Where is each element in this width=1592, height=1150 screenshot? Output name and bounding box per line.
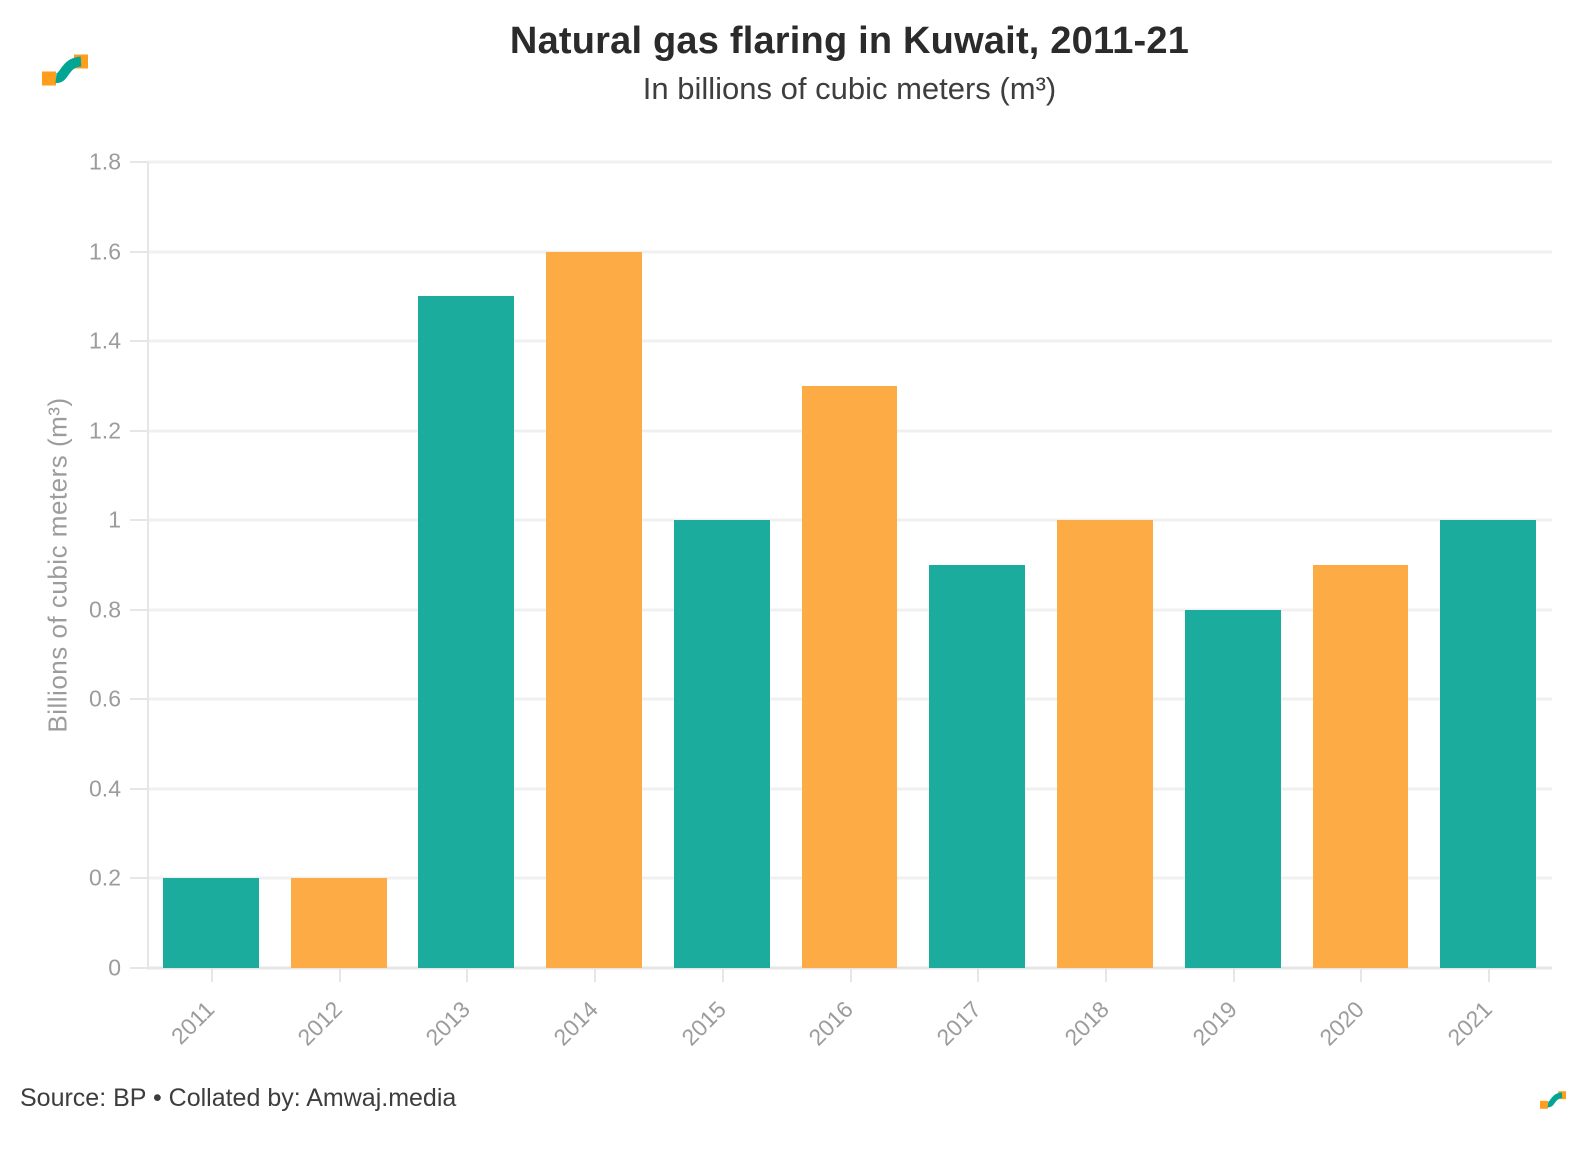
logo-square-left	[42, 71, 56, 86]
bar-2014	[546, 251, 642, 968]
logo-square-left	[1540, 1100, 1548, 1109]
bar-slot-2019: 2019	[1169, 162, 1297, 1051]
bar-slot-2020: 2020	[1297, 162, 1425, 1051]
x-tick-2020	[1360, 968, 1363, 982]
gridline-1.4	[147, 339, 1552, 343]
bar-slot-2021: 2021	[1424, 162, 1552, 1051]
x-tick-label-2020: 2020	[1314, 995, 1370, 1051]
x-tick-label-2011: 2011	[166, 995, 220, 1050]
y-tick-1.2	[130, 429, 147, 432]
x-tick-label-2015: 2015	[676, 995, 731, 1051]
chart-subtitle: In billions of cubic meters (m³)	[642, 71, 1057, 106]
bar-slot-2016: 2016	[786, 162, 914, 1051]
chart-title: Natural gas flaring in Kuwait, 2011-21	[509, 20, 1190, 62]
x-tick-2014	[594, 968, 597, 982]
bar-2017	[929, 565, 1026, 968]
y-tick-1.4	[130, 340, 147, 343]
y-axis-title: Billions of cubic meters (m³)	[42, 397, 73, 733]
amwaj-media-logo-icon-small	[1540, 1091, 1566, 1109]
y-tick-label-0: 0	[108, 954, 121, 981]
x-tick-2015	[721, 968, 724, 982]
bar-2018	[1057, 520, 1153, 968]
bar-2011	[162, 878, 259, 968]
x-tick-label-2018: 2018	[1059, 995, 1114, 1051]
x-tick-label-2016: 2016	[803, 995, 859, 1051]
y-tick-label-0.4: 0.4	[89, 775, 121, 802]
x-tick-2018	[1105, 968, 1107, 982]
bar-slot-2015: 2015	[658, 162, 786, 1051]
bar-2016	[801, 385, 898, 968]
x-tick-2019	[1232, 968, 1235, 982]
bar-slot-2018: 2018	[1041, 162, 1169, 1051]
y-tick-label-0.8: 0.8	[89, 596, 121, 623]
bar-2012	[290, 878, 387, 968]
y-tick-0.8	[130, 608, 147, 611]
chart-header: Natural gas flaring in Kuwait, 2011-21 I…	[147, 20, 1552, 107]
y-tick-label-1.2: 1.2	[89, 417, 121, 444]
amwaj-media-logo-icon	[42, 54, 88, 86]
bar-slot-2011: 2011	[147, 162, 275, 1049]
bar-2013	[418, 296, 515, 968]
logo-wave	[1547, 1092, 1563, 1108]
bar-2020	[1312, 565, 1409, 968]
x-tick-2012	[338, 968, 341, 982]
y-tick-1.8	[130, 161, 147, 163]
plot-area: 0 0.2 0.4 0.6 0.8 1 1.2 1.4 1.6 1.8 2011 2012 2013 20…	[89, 149, 1552, 1051]
logo-wave	[55, 56, 82, 83]
x-tick-label-2019: 2019	[1187, 995, 1242, 1051]
y-tick-0.4	[130, 787, 147, 790]
y-tick-0.2	[130, 877, 147, 880]
x-tick-label-2017: 2017	[931, 995, 987, 1051]
x-tick-2021	[1488, 968, 1491, 982]
x-tick-2017	[977, 968, 980, 982]
bar-2021	[1440, 520, 1537, 968]
bar-slot-2013: 2013	[402, 162, 530, 1051]
y-tick-label-1.6: 1.6	[89, 238, 121, 265]
bar-slot-2017: 2017	[913, 162, 1041, 1051]
y-tick-label-1: 1	[108, 506, 121, 533]
source-note: Source: BP • Collated by: Amwaj.media	[20, 1084, 457, 1112]
y-tick-0.6	[130, 698, 147, 701]
bars-row: 2011 2012 2013 2014 2015 2016 2017 2018 2019 2020…	[147, 162, 1552, 1051]
y-tick-0	[130, 967, 147, 969]
gridline-1.8	[147, 160, 1552, 164]
y-tick-label-1.4: 1.4	[89, 327, 121, 354]
bar-2015	[673, 520, 770, 968]
x-tick-label-2013: 2013	[420, 995, 476, 1051]
y-tick-1.6	[130, 250, 147, 253]
y-axis-line	[147, 162, 149, 968]
y-tick-label-0.6: 0.6	[89, 685, 121, 712]
gridline-1.6	[147, 250, 1552, 254]
bar-2019	[1184, 609, 1281, 968]
gridline-0	[147, 966, 1552, 970]
y-tick-1	[130, 519, 147, 522]
x-tick-2013	[466, 968, 469, 982]
x-tick-label-2012: 2012	[292, 995, 348, 1051]
x-tick-2011	[210, 968, 213, 982]
y-tick-label-1.8: 1.8	[89, 148, 121, 175]
bar-slot-2012: 2012	[275, 162, 403, 1051]
x-tick-label-2014: 2014	[548, 995, 603, 1051]
y-tick-label-0.2: 0.2	[89, 864, 121, 891]
x-tick-2016	[849, 968, 852, 982]
x-tick-label-2021: 2021	[1442, 995, 1498, 1051]
bar-slot-2014: 2014	[530, 162, 658, 1051]
